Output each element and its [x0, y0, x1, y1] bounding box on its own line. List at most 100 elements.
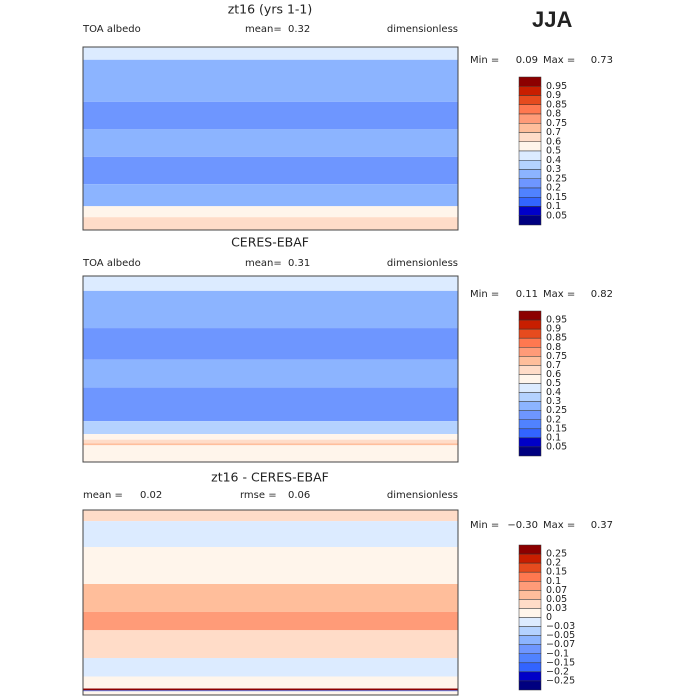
colorbar-label: 0.4: [546, 155, 561, 166]
units: dimensionless: [387, 490, 458, 501]
colorbar-label: 0.75: [546, 118, 567, 129]
stat-label: mean =: [83, 490, 123, 501]
colorbar-label: 0.5: [546, 146, 561, 157]
season-label: JJA: [532, 7, 572, 32]
colorbar-box: [518, 662, 542, 673]
colorbar-box: [518, 383, 542, 393]
colorbar-box: [518, 132, 542, 142]
colorbar-label: 0.15: [546, 192, 567, 203]
map-frame: [82, 509, 459, 696]
map-field: [83, 688, 458, 691]
max-label: Max =: [543, 289, 575, 300]
colorbar-box: [518, 626, 542, 636]
max-label: Max =: [543, 520, 575, 531]
colorbar-box: [518, 328, 542, 339]
colorbar-box: [518, 599, 542, 609]
colorbar-box: [518, 356, 542, 366]
colorbar-box: [518, 86, 542, 96]
colorbar-box: [518, 215, 542, 226]
map-field: [83, 434, 458, 440]
colorbar-box: [518, 617, 542, 627]
map-field: [83, 156, 458, 185]
map-field: [83, 206, 458, 218]
map-field: [83, 439, 458, 444]
colorbar-label: 0.7: [546, 360, 561, 371]
colorbar-label: 0.05: [546, 441, 567, 452]
colorbar-box: [518, 392, 542, 402]
map-field: [83, 443, 458, 446]
max-value: 0.37: [591, 520, 613, 531]
colorbar-box: [518, 553, 542, 564]
map-field: [83, 547, 458, 584]
colorbar-box: [518, 123, 542, 133]
colorbar-label: −0.25: [546, 675, 575, 686]
colorbar-label: 0.05: [546, 210, 567, 221]
colorbar: 0.950.90.850.80.750.70.60.50.40.30.250.2…: [518, 310, 567, 457]
colorbar-box: [518, 644, 542, 654]
max-value: 0.82: [591, 289, 613, 300]
colorbar-box: [518, 608, 542, 618]
colorbar-label: 0.7: [546, 127, 561, 138]
colorbar-box: [518, 401, 542, 411]
stat-label: mean=: [245, 258, 282, 269]
map-field: [83, 276, 458, 291]
panel-title: CERES-EBAF: [231, 235, 309, 250]
min-value: 0.09: [516, 55, 538, 66]
colorbar-box: [518, 410, 542, 420]
colorbar-label: 0.15: [546, 423, 567, 434]
colorbar-box: [518, 76, 542, 87]
colorbar-label: 0.85: [546, 333, 567, 344]
map-field: [83, 510, 458, 522]
colorbar-box: [518, 150, 542, 161]
map-field: [83, 676, 458, 689]
colorbar-box: [518, 635, 542, 645]
colorbar-box: [518, 310, 542, 321]
colorbar-box: [518, 571, 542, 582]
colorbar: 0.250.20.150.10.070.050.030−0.03−0.05−0.…: [518, 544, 575, 691]
stat-value: 0.32: [288, 24, 310, 35]
colorbar-box: [518, 419, 542, 430]
colorbar-label: 0.07: [546, 585, 567, 596]
min-value: 0.11: [516, 289, 538, 300]
colorbar-box: [518, 347, 542, 357]
colorbar-label: 0.4: [546, 387, 561, 398]
colorbar-box: [518, 337, 542, 348]
colorbar-label: 0.8: [546, 342, 561, 353]
min-label: Min =: [470, 289, 499, 300]
map-field: [83, 690, 458, 692]
colorbar-box: [518, 562, 542, 573]
colorbar-label: 0.8: [546, 109, 561, 120]
colorbar-box: [518, 187, 542, 198]
colorbar-label: 0.95: [546, 315, 567, 326]
min-label: Min =: [470, 520, 499, 531]
colorbar-label: 0.25: [546, 173, 567, 184]
panel-title: zt16 (yrs 1-1): [228, 2, 313, 17]
colorbar-box: [518, 95, 542, 105]
colorbar-label: 0.25: [546, 549, 567, 560]
colorbar-box: [518, 680, 542, 691]
colorbar-box: [518, 374, 542, 384]
max-value: 0.73: [591, 55, 613, 66]
colorbar-label: 0.3: [546, 396, 561, 407]
field-label: TOA albedo: [82, 258, 141, 269]
colorbar-box: [518, 446, 542, 457]
colorbar-box: [518, 437, 542, 448]
colorbar-label: −0.03: [546, 621, 575, 632]
map-field: [83, 47, 458, 60]
colorbar-label: 0.85: [546, 99, 567, 110]
colorbar-label: 0.05: [546, 594, 567, 605]
map-field: [83, 217, 458, 230]
map-field: [83, 445, 458, 449]
colorbar-label: 0.2: [546, 558, 561, 569]
colorbar-box: [518, 104, 542, 115]
units: dimensionless: [387, 24, 458, 35]
colorbar-label: 0.95: [546, 81, 567, 92]
colorbar-label: 0.15: [546, 567, 567, 578]
colorbar-label: 0.1: [546, 432, 561, 443]
colorbar-label: −0.07: [546, 639, 575, 650]
map-field: [83, 691, 458, 695]
colorbar-box: [518, 206, 542, 216]
colorbar-label: 0.5: [546, 378, 561, 389]
colorbar-label: 0.3: [546, 164, 561, 175]
colorbar-box: [518, 178, 542, 189]
